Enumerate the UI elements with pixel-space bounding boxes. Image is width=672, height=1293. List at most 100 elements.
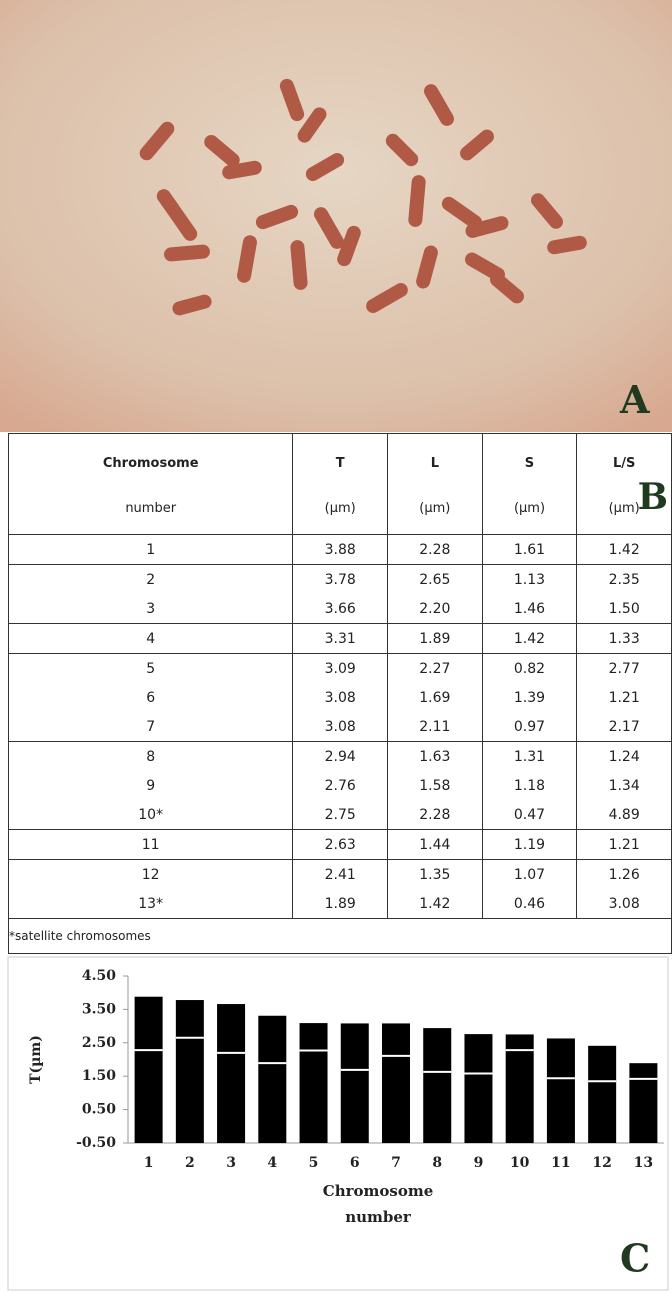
table-cell: 2.28 [387, 534, 483, 565]
bar [629, 1063, 658, 1143]
table-row: 5 3.09 2.27 0.82 2.77 [7, 653, 672, 683]
table-cell: 2.65 [387, 564, 483, 594]
table-row: 9 2.76 1.58 1.18 1.34 [7, 771, 672, 800]
chromosomes [139, 78, 587, 316]
y-tick-label: 0.50 [82, 1102, 116, 1118]
panel-label: B [637, 476, 668, 518]
table-cell: 1.13 [481, 564, 578, 594]
bar [423, 1028, 452, 1143]
table-cell: 1.61 [481, 534, 578, 565]
table-cell: 1.42 [481, 623, 578, 654]
chart-frame [7, 956, 669, 1291]
data-table: Chromosome number T (µm) L (µm) S (µm) L/S (µm) 1 3… [7, 433, 672, 954]
header-cell: L (µm) [387, 433, 483, 535]
header-text: Chromosome [102, 456, 199, 471]
header-text: (µm) [608, 501, 640, 516]
bar [134, 996, 163, 1143]
table-cell: 1.63 [387, 741, 483, 771]
table-cell: 1.39 [481, 683, 578, 712]
table-cell: 0.82 [481, 653, 578, 683]
table-row: 8 2.94 1.63 1.31 1.24 [7, 741, 672, 771]
table-cell: 0.47 [481, 800, 578, 830]
table-row: 3 3.66 2.20 1.46 1.50 [7, 594, 672, 624]
table-cell: 2 [7, 564, 294, 594]
table-cell: 1.89 [292, 889, 389, 919]
y-tick-label: 1.50 [82, 1068, 116, 1084]
table-row: 7 3.08 2.11 0.97 2.17 [7, 712, 672, 742]
table-cell: 1 [7, 534, 294, 565]
bar [258, 1015, 287, 1143]
table-cell: 6 [7, 683, 294, 712]
y-axis-label: T(µm) [28, 1035, 44, 1084]
header-cell: T (µm) [292, 433, 389, 535]
table-cell: 1.69 [387, 683, 483, 712]
x-tick-label: 1 [144, 1155, 154, 1171]
table-row: 10* 2.75 2.28 0.47 4.89 [7, 800, 672, 830]
table-cell: 2.20 [387, 594, 483, 624]
header-text: T [335, 456, 345, 471]
y-tick-label: -0.50 [76, 1135, 116, 1151]
panel-label: C [620, 1236, 650, 1281]
table-cell: 3.09 [292, 653, 389, 683]
header-text: L [430, 456, 439, 471]
table-cell: 1.31 [481, 741, 578, 771]
footnote: *satellite chromosomes [8, 918, 672, 954]
table-cell: 2.77 [576, 653, 672, 683]
table-cell: 1.19 [481, 829, 578, 860]
header-cell: S (µm) [481, 433, 578, 535]
table-cell: 1.21 [576, 829, 672, 860]
x-axis-label: number [345, 1208, 412, 1226]
table-cell: 12 [7, 859, 294, 889]
table-cell: 2.27 [387, 653, 483, 683]
table-cell: 1.42 [576, 534, 672, 565]
table-row: 6 3.08 1.69 1.39 1.21 [7, 683, 672, 712]
bar [464, 1034, 493, 1143]
table-cell: 0.46 [481, 889, 578, 919]
table-cell: 1.89 [387, 623, 483, 654]
table-cell: 1.42 [387, 889, 483, 919]
table-cell: 13* [7, 889, 294, 919]
table-cell: 2.41 [292, 859, 389, 889]
table-cell: 8 [7, 741, 294, 771]
table-row: 2 3.78 2.65 1.13 2.35 [7, 564, 672, 594]
bar [546, 1038, 575, 1143]
panel-label: A [619, 377, 650, 422]
header-text: L/S [612, 456, 636, 471]
bar [217, 1004, 246, 1143]
table-cell: 1.07 [481, 859, 578, 889]
table-row: 1 3.88 2.28 1.61 1.42 [7, 534, 672, 565]
table-cell: 4 [7, 623, 294, 654]
table-cell: 1.26 [576, 859, 672, 889]
table-cell: 1.46 [481, 594, 578, 624]
table-cell: 3.31 [292, 623, 389, 654]
table-cell: 1.33 [576, 623, 672, 654]
footnote-row: *satellite chromosomes [8, 918, 672, 954]
table-cell: 2.17 [576, 712, 672, 742]
x-tick-label: 8 [432, 1155, 442, 1171]
table-row: 11 2.63 1.44 1.19 1.21 [7, 829, 672, 860]
x-tick-label: 9 [474, 1155, 484, 1171]
x-tick-label: 3 [226, 1155, 236, 1171]
x-tick-label: 13 [634, 1155, 653, 1171]
table-cell: 1.50 [576, 594, 672, 624]
header-text: (µm) [513, 501, 546, 516]
table-cell: 1.24 [576, 741, 672, 771]
table-cell: 11 [7, 829, 294, 860]
table-cell: 3.78 [292, 564, 389, 594]
header-text: S [524, 456, 535, 471]
header-text: (µm) [324, 501, 356, 516]
x-tick-label: 10 [510, 1155, 530, 1171]
y-tick-label: 4.50 [82, 968, 116, 984]
table-cell: 2.76 [292, 771, 389, 800]
photo-background [0, 0, 672, 432]
table-cell: 3.08 [576, 889, 672, 919]
bar [340, 1023, 369, 1143]
micrograph: A [0, 0, 672, 432]
table-cell: 1.34 [576, 771, 672, 800]
table-cell: 3.08 [292, 683, 389, 712]
table-cell: 1.44 [387, 829, 483, 860]
table-cell: 5 [7, 653, 294, 683]
x-tick-label: 7 [391, 1155, 401, 1171]
table-cell: 3.88 [292, 534, 389, 565]
